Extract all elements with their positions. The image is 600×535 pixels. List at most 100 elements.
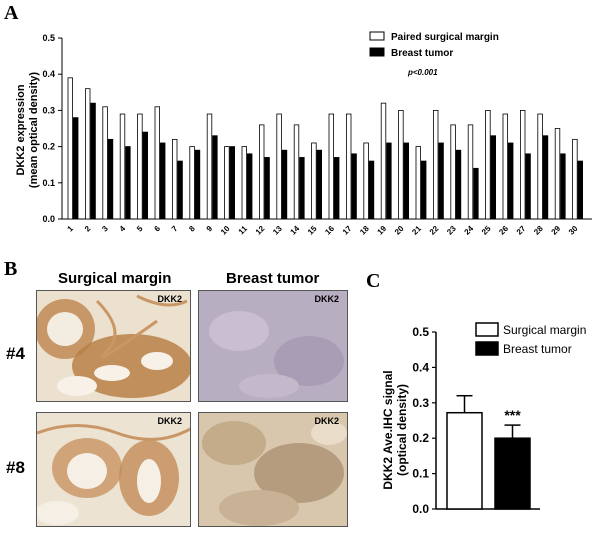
bar-margin [224, 146, 230, 220]
bar-margin [206, 113, 213, 220]
x-tick-label-a: 22 [428, 224, 441, 237]
bar-margin [380, 102, 387, 220]
x-tick-label-a: 14 [289, 224, 302, 237]
bar-tumor [386, 142, 392, 220]
ihc-image-margin-4: DKK2 [36, 290, 191, 402]
ihc-texture [37, 291, 190, 401]
significance-mark: *** [504, 407, 521, 423]
bar-margin [398, 110, 404, 220]
bar-margin [311, 142, 317, 220]
bar-margin [345, 113, 352, 220]
bar-tumor [455, 149, 462, 220]
x-tick-label-a: 18 [358, 224, 371, 237]
bar-tumor [159, 142, 166, 220]
y-axis-label-c: DKK2 Ave.IHC signal(optical density) [381, 370, 409, 489]
bar-tumor [194, 149, 201, 220]
legend-label-a: Paired surgical margin [391, 32, 499, 43]
bar-tumor [560, 153, 566, 220]
x-tick-label-a: 2 [83, 224, 93, 234]
bar-margin [328, 113, 334, 220]
ihc-image-tumor-8: DKK2 [198, 412, 348, 527]
ihc-texture [199, 291, 347, 401]
y-tick-label-a: 0.2 [42, 142, 55, 152]
bar-surgical-margin [446, 411, 483, 510]
bar-tumor [246, 153, 253, 220]
bar-tumor [473, 167, 479, 220]
legend-swatch-c [475, 341, 499, 356]
legend-swatch-a [369, 47, 385, 57]
ihc-texture [199, 413, 347, 526]
bar-tumor [368, 160, 375, 220]
bar-tumor [525, 153, 531, 220]
ihc-image-tumor-4: DKK2 [198, 290, 348, 402]
bar-margin [467, 124, 474, 220]
y-tick-label-a: 0.3 [42, 105, 55, 115]
y-axis-label-c-line2: (optical density) [395, 384, 409, 476]
row-label-4: #4 [6, 344, 25, 363]
col-title-surgical-margin: Surgical margin [58, 270, 172, 287]
x-tick-label-a: 23 [445, 224, 458, 237]
bar-margin [276, 113, 282, 220]
bar-tumor [438, 142, 444, 220]
x-tick-label-a: 26 [497, 224, 510, 237]
legend-swatch-c [475, 322, 499, 337]
x-tick-label-a: 25 [480, 224, 493, 237]
panel-letter-a: A [4, 2, 19, 24]
y-tick-label-a: 0.0 [42, 214, 55, 224]
row-label-8: #8 [6, 458, 25, 477]
x-tick-label-a: 28 [532, 224, 545, 237]
panel-letter-c: C [366, 270, 381, 292]
bar-tumor [507, 142, 514, 220]
y-tick-label-c: 0.2 [412, 431, 429, 445]
x-tick-label-a: 21 [410, 224, 423, 237]
x-tick-label-a: 24 [463, 224, 476, 237]
bar-margin [520, 110, 526, 220]
legend-swatch-a [369, 31, 385, 41]
bar-margin [293, 124, 300, 220]
y-axis-label-a: DKK2 expression(mean optical density) [15, 72, 40, 188]
bar-margin [502, 113, 508, 220]
ihc-tag-tumor-4: DKK2 [314, 294, 339, 304]
x-tick-label-a: 5 [135, 224, 145, 234]
x-tick-label-a: 30 [567, 224, 580, 237]
bar-tumor [351, 153, 357, 220]
bar-margin [154, 106, 160, 220]
x-tick-label-a: 20 [393, 224, 406, 237]
bar-tumor [577, 160, 583, 220]
bar-tumor [212, 135, 218, 220]
bar-tumor [542, 135, 549, 220]
bar-margin [415, 146, 421, 220]
bar-tumor [125, 146, 131, 220]
y-tick-label-c: 0.1 [412, 467, 429, 481]
bar-margin [102, 106, 108, 220]
bar-tumor [420, 160, 427, 220]
x-tick-label-a: 3 [100, 224, 110, 234]
x-tick-label-a: 11 [237, 224, 250, 237]
bar-tumor [142, 131, 148, 220]
bar-margin [537, 113, 543, 220]
col-title-breast-tumor: Breast tumor [226, 270, 320, 287]
bar-tumor [107, 138, 114, 220]
legend-label-a: Breast tumor [391, 48, 453, 59]
bar-margin [258, 124, 265, 220]
bar-tumor [299, 157, 305, 220]
x-tick-label-a: 10 [219, 224, 232, 237]
bar-margin [241, 146, 247, 220]
y-tick-label-c: 0.0 [412, 502, 429, 516]
x-tick-label-a: 19 [376, 224, 389, 237]
y-tick-label-c: 0.5 [412, 325, 429, 339]
x-tick-label-a: 16 [323, 224, 336, 237]
x-tick-label-a: 4 [118, 224, 128, 234]
bar-margin [137, 113, 143, 220]
bar-tumor [73, 117, 79, 220]
bar-margin [450, 124, 456, 220]
bar-margin [67, 77, 73, 220]
x-tick-label-a: 8 [187, 224, 197, 234]
bar-tumor [403, 142, 409, 220]
bar-margin [171, 138, 178, 220]
bar-tumor [177, 160, 183, 220]
x-tick-label-a: 17 [341, 224, 354, 237]
bar-tumor [316, 149, 322, 220]
bar-margin [189, 146, 195, 220]
x-tick-label-a: 27 [515, 224, 528, 237]
